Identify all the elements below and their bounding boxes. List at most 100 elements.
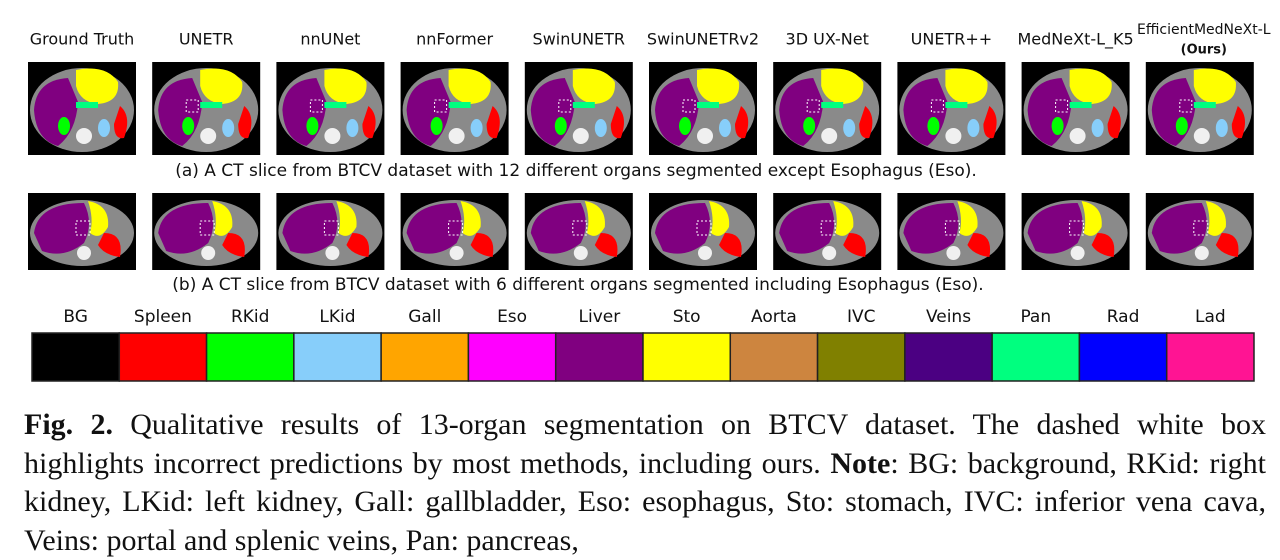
spine [946, 246, 961, 260]
spleen [983, 106, 997, 139]
spine [1194, 246, 1209, 260]
legend-label: Rad [1107, 307, 1140, 327]
pancreas [697, 102, 719, 108]
figure-caption: Fig. 2. Qualitative results of 13-organ … [24, 406, 1266, 560]
kidney-r [58, 117, 70, 135]
stomach [212, 201, 233, 236]
legend-label: Liver [579, 307, 621, 327]
legend-label: Veins [926, 307, 971, 327]
spine [945, 128, 962, 144]
liver [34, 203, 89, 254]
highlight-box [558, 99, 572, 113]
legend-label: LKid [319, 307, 355, 327]
spine [1070, 246, 1085, 260]
figure: (a) A CT slice from BTCV dataset with 12… [28, 22, 1271, 382]
stomach [584, 201, 605, 236]
legend-label: Pan [1020, 307, 1051, 327]
ct-slice-a [649, 62, 757, 155]
kidney-l [1091, 119, 1104, 137]
stomach [88, 201, 109, 236]
spine [573, 246, 588, 260]
stomach [833, 201, 854, 236]
spleen [486, 106, 500, 139]
method-name: SwinUNETRv2 [647, 30, 759, 49]
highlight-box [185, 99, 199, 113]
spine [698, 246, 712, 260]
highlight-box [930, 99, 944, 113]
legend-label: Lad [1195, 307, 1226, 327]
stomach [324, 68, 367, 104]
spine [821, 128, 838, 144]
legend-swatch [729, 332, 819, 382]
kidney-r [182, 117, 195, 135]
kidney-l [594, 119, 607, 137]
ct-slice-a [400, 62, 509, 155]
spleen [470, 233, 494, 257]
ct-slice-b [1021, 193, 1130, 270]
highlight-box [434, 99, 448, 113]
kidney-l [470, 119, 483, 137]
caption-b: (b) A CT slice from BTCV dataset with 6 … [172, 275, 983, 295]
spine [76, 128, 92, 144]
spleen [238, 106, 252, 139]
stomach [1081, 201, 1102, 236]
liver [779, 203, 835, 254]
kidney-l [719, 119, 731, 137]
highlight-box [75, 220, 91, 236]
spleen [346, 233, 370, 257]
method-name: MedNeXt-L_K5 [1017, 30, 1133, 50]
stomach [572, 68, 615, 104]
liver [1027, 203, 1083, 254]
ct-slice-b [1145, 193, 1254, 270]
stomach [709, 201, 730, 236]
kidney-r [1175, 117, 1188, 135]
highlight-box [1069, 220, 1085, 236]
ct-slice-b [276, 193, 385, 270]
legend-swatch [554, 332, 644, 382]
method-name: nnFormer [416, 30, 493, 49]
spleen [967, 233, 991, 257]
highlight-box [1055, 99, 1069, 113]
highlight-box [1179, 99, 1193, 113]
spleen [843, 233, 866, 257]
spleen [114, 106, 128, 139]
liver [655, 203, 710, 254]
stomach [200, 68, 243, 104]
kidney-l [843, 119, 856, 137]
ct-slice-a [773, 62, 882, 155]
kidney-l [222, 119, 235, 137]
spine [200, 128, 217, 144]
pancreas [448, 102, 471, 108]
ct-slice-b [897, 193, 1006, 270]
pancreas [200, 102, 223, 108]
ct-slice-a [152, 62, 261, 155]
pancreas [821, 102, 844, 108]
highlight-box [696, 220, 712, 236]
liver [158, 203, 214, 254]
pancreas [572, 102, 595, 108]
highlight-box [199, 220, 215, 236]
legend-swatch [816, 332, 906, 382]
highlight-box [323, 220, 339, 236]
kidney-l [346, 119, 359, 137]
method-name: Ground Truth [30, 30, 135, 49]
highlight-box [820, 220, 836, 236]
stomach [336, 201, 357, 236]
spleen [1231, 106, 1245, 139]
liver [282, 203, 338, 254]
ct-slice-b [28, 193, 136, 270]
spine [449, 246, 464, 260]
pancreas [1193, 102, 1216, 108]
kidney-r [306, 117, 319, 135]
legend-label: BG [63, 307, 88, 327]
spine [324, 128, 341, 144]
liver [406, 203, 462, 254]
spleen [719, 233, 742, 257]
liver [530, 203, 586, 254]
spleen [222, 233, 245, 257]
spine [77, 246, 91, 260]
liver [1151, 203, 1207, 254]
highlight-box [944, 220, 960, 236]
note-label: Note [830, 446, 891, 480]
spleen [1107, 106, 1121, 139]
